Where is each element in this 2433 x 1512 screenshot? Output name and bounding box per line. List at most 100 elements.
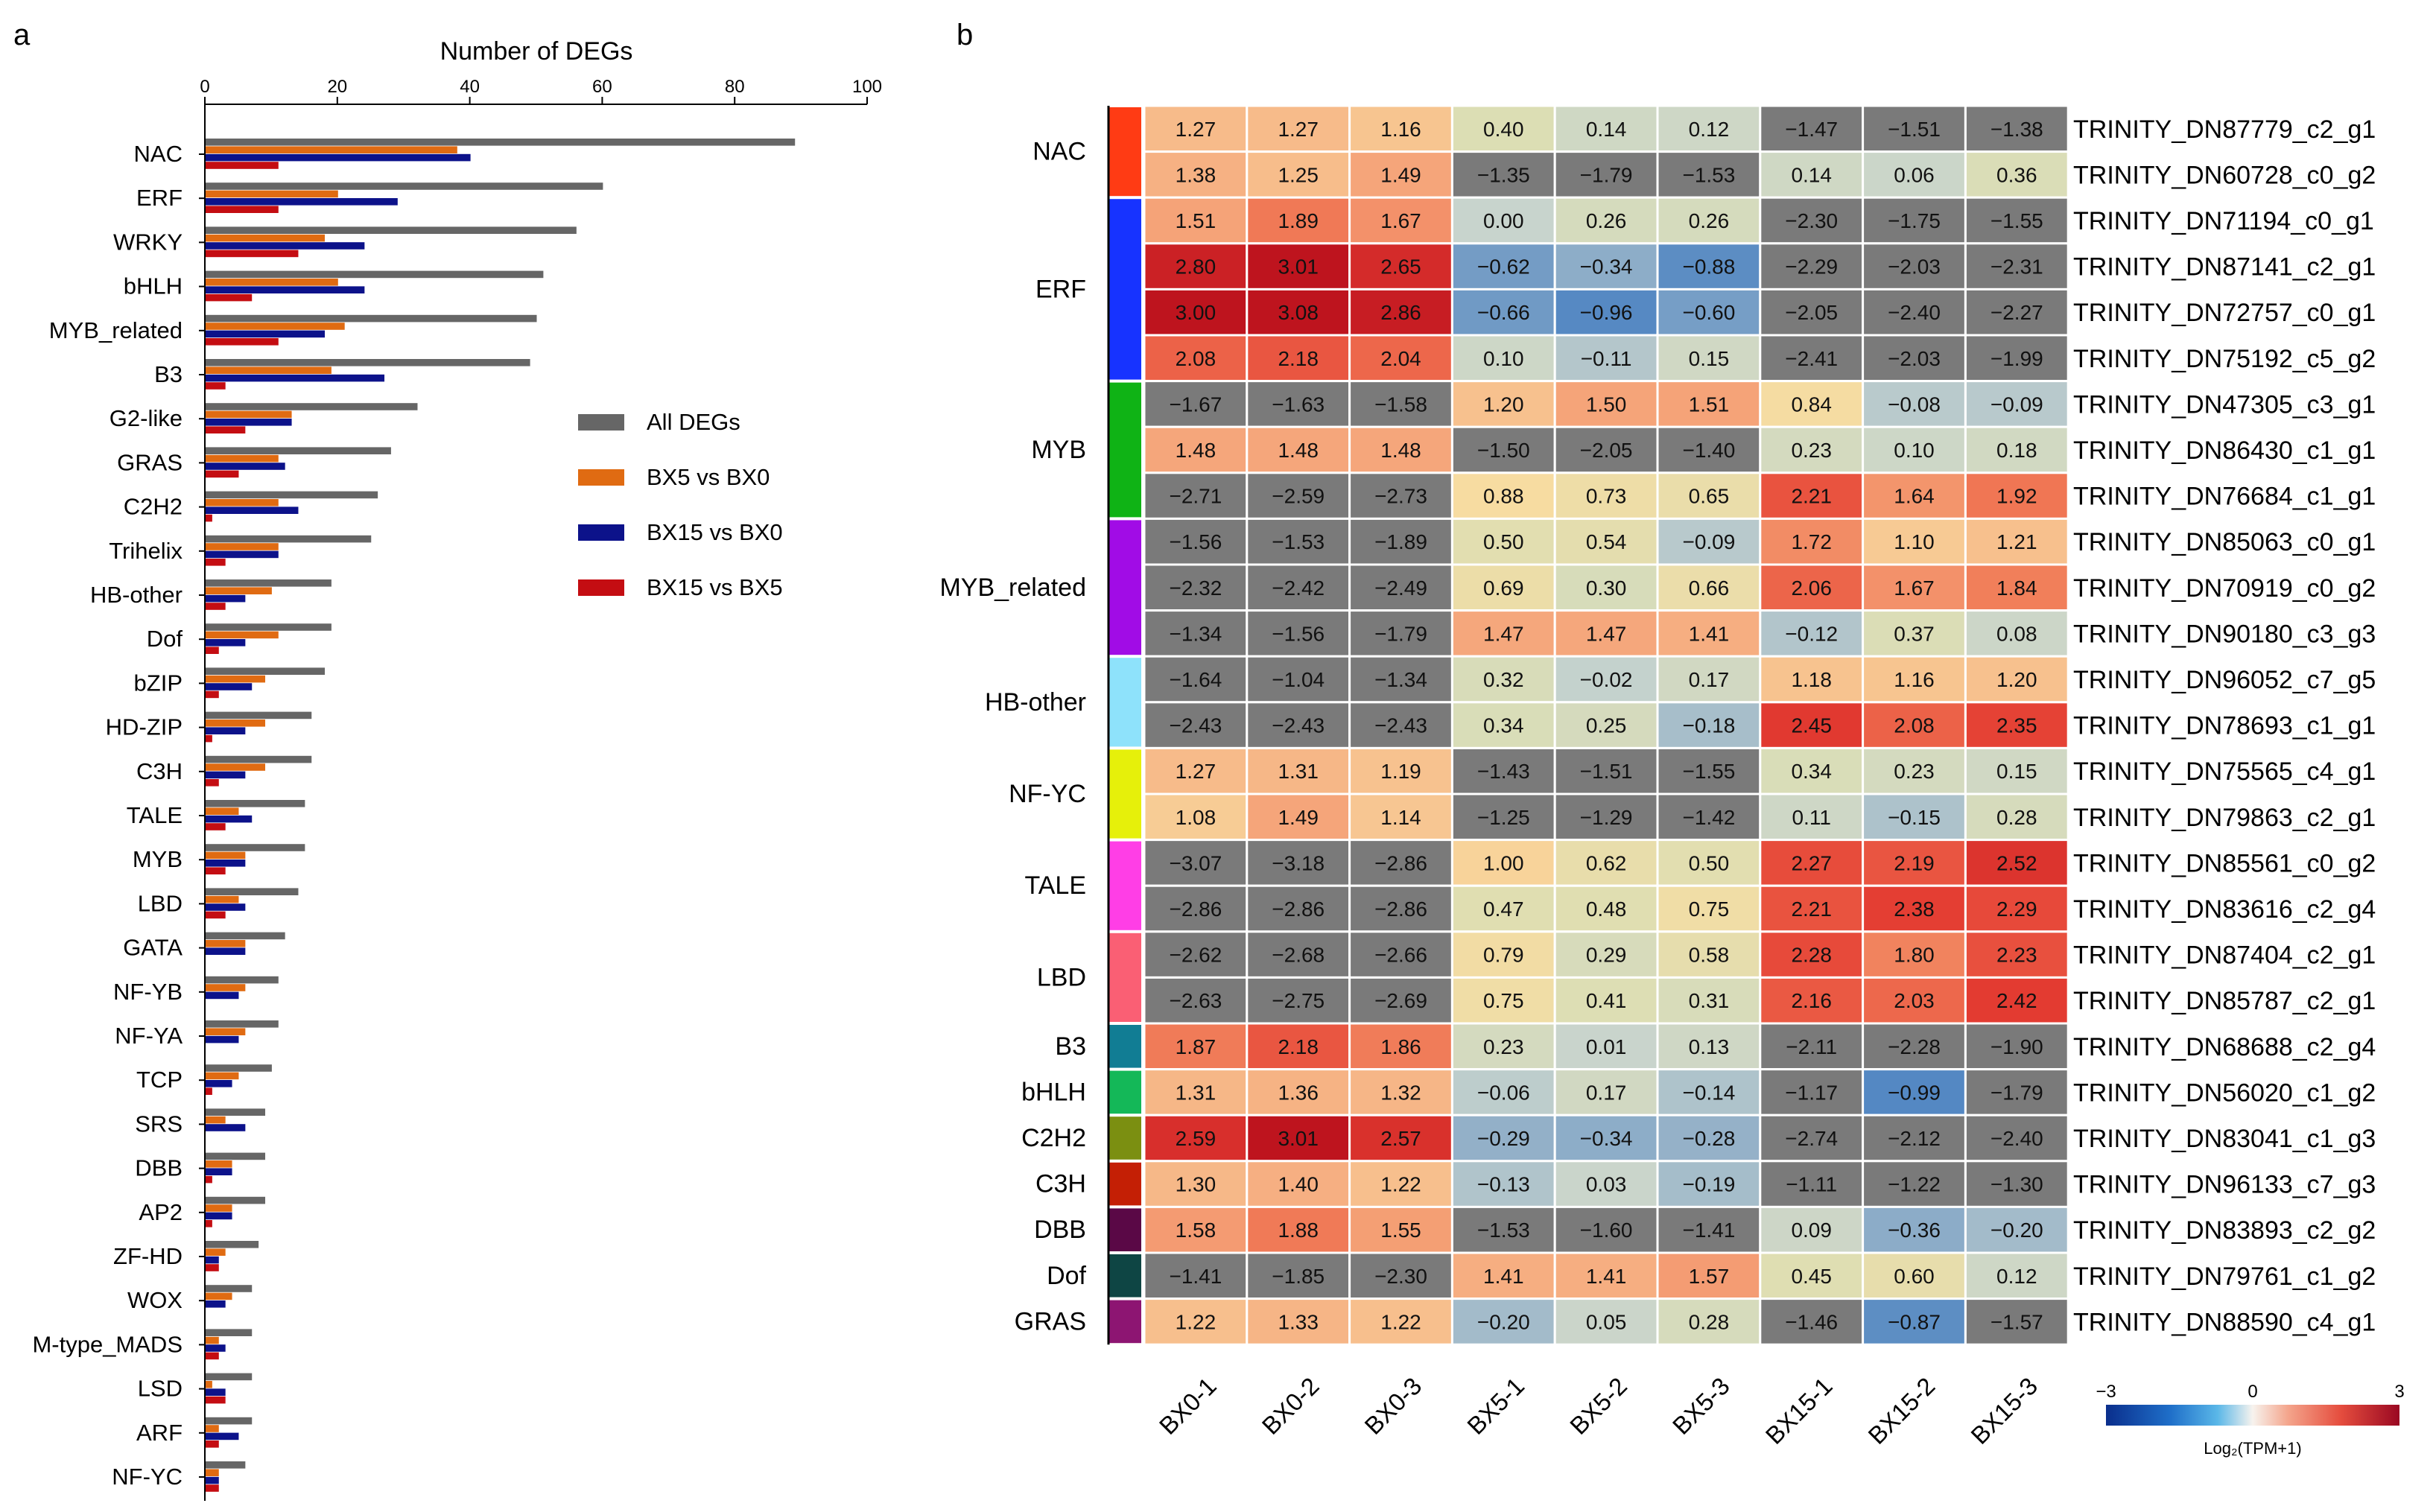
bar-bx15-vs-bx5 [206, 1220, 212, 1227]
heatmap-cell-value: 1.89 [1278, 209, 1319, 232]
heatmap-cell-value: 1.38 [1176, 163, 1216, 186]
bar-bx15-vs-bx5 [206, 338, 279, 346]
heatmap-cell [1964, 701, 2069, 749]
bar-bx15-vs-bx5 [206, 867, 226, 874]
heatmap-cell-value: 0.40 [1483, 118, 1524, 141]
heatmap-cell-value: −1.30 [1991, 1173, 2043, 1196]
bar-category-label: LBD [138, 890, 183, 916]
bar-all-degs [206, 182, 603, 190]
heatmap-cells: 1.27 1.27 1.16 0.40 0.14 0.12 −1.47 −1.51 −1.38 1… [1143, 104, 2069, 1346]
group-label: C3H [1035, 1170, 1086, 1198]
heatmap-cell [1656, 1251, 1762, 1300]
heatmap-cell-value: 0.36 [1996, 163, 2037, 186]
heatmap-cell-value: 1.36 [1278, 1081, 1319, 1104]
heatmap-cell [1450, 609, 1556, 658]
heatmap-cell-value: 1.32 [1380, 1081, 1421, 1104]
heatmap-cell-value: −1.04 [1272, 668, 1325, 691]
heatmap-cell-value: 1.27 [1176, 118, 1216, 141]
group-color-bar [1109, 520, 1141, 655]
heatmap-cell-value: −0.20 [1477, 1310, 1530, 1333]
heatmap-cell [1348, 1022, 1453, 1071]
bar-all-degs [206, 1373, 253, 1381]
legend-swatch [578, 524, 624, 541]
heatmap-cell-value: −1.79 [1991, 1081, 2043, 1104]
heatmap-cell-value: 0.12 [1996, 1265, 2037, 1288]
heatmap-cell [1246, 1114, 1351, 1163]
bar-bx5-vs-bx0 [206, 410, 292, 419]
heatmap-cell-value: 0.30 [1586, 576, 1627, 600]
heatmap-cell-value: 0.34 [1791, 760, 1832, 783]
heatmap-cell-value: 0.00 [1483, 209, 1524, 232]
colorbar-label: Log₂(TPM+1) [2204, 1439, 2301, 1458]
bar-bx15-vs-bx0 [206, 947, 246, 955]
bar-all-degs [206, 403, 418, 410]
bar-bx15-vs-bx5 [206, 559, 226, 566]
heatmap-cell [1862, 425, 1967, 474]
group-label: DBB [1034, 1216, 1086, 1244]
heatmap-cell [1964, 1297, 2069, 1346]
heatmap-cell-value: 1.48 [1176, 439, 1216, 462]
gene-label: TRINITY_DN72757_c0_g1 [2073, 299, 2376, 327]
bar-bx15-vs-bx5 [206, 1440, 219, 1448]
gene-label: TRINITY_DN85063_c0_g1 [2073, 528, 2376, 556]
heatmap-cell-value: −0.87 [1888, 1310, 1941, 1333]
heatmap-cell [1759, 1297, 1865, 1346]
gene-label: TRINITY_DN75192_c5_g2 [2073, 345, 2376, 373]
heatmap-cell [1656, 380, 1762, 428]
colorbar-tick: 3 [2394, 1382, 2404, 1402]
heatmap-cell-value: 1.57 [1689, 1265, 1730, 1288]
bar-bx15-vs-bx0 [206, 771, 246, 779]
heatmap-cell-value: 1.27 [1176, 760, 1216, 783]
heatmap-cell [1656, 792, 1762, 842]
heatmap-cell-value: 0.79 [1483, 944, 1524, 967]
heatmap-column-labels: BX0-1 BX0-2 BX0-3 BX5-1 BX5-2 BX5-3 BX15-1 BX15… [1154, 1372, 2043, 1449]
heatmap-cell [1246, 1297, 1351, 1346]
heatmap-cell [1656, 1205, 1762, 1254]
bar-bx15-vs-bx5 [206, 1352, 219, 1360]
heatmap-cell-value: 0.15 [1996, 760, 2037, 783]
bar-category-label: HD-ZIP [106, 714, 183, 740]
heatmap-cell-value: 2.28 [1791, 944, 1832, 967]
gene-label: TRINITY_DN86430_c1_g1 [2073, 436, 2376, 465]
heatmap-cell-value: 1.14 [1380, 806, 1421, 829]
colorbar-tick: 0 [2248, 1382, 2257, 1402]
heatmap-cell-value: −2.69 [1374, 989, 1427, 1012]
bar-bx15-vs-bx0 [206, 1080, 232, 1087]
heatmap-cell-value: 2.65 [1380, 255, 1421, 279]
heatmap-cell [1759, 563, 1865, 612]
bar-bx5-vs-bx0 [206, 543, 279, 550]
heatmap-cell [1862, 609, 1967, 658]
heatmap-cell [1450, 1160, 1556, 1208]
heatmap-cell-value: −1.56 [1272, 622, 1325, 645]
heatmap-cell [1348, 746, 1453, 795]
heatmap-cell [1553, 1251, 1659, 1300]
heatmap-cell-value: 2.45 [1791, 714, 1832, 737]
gene-label: TRINITY_DN85787_c2_g1 [2073, 987, 2376, 1015]
bar-x-tick-label: 60 [592, 77, 612, 97]
heatmap-cell-value: 1.84 [1996, 576, 2037, 600]
heatmap-cell-value: 1.22 [1176, 1310, 1216, 1333]
heatmap-cell-value: 1.50 [1586, 393, 1627, 416]
column-label: BX5-2 [1564, 1372, 1632, 1440]
legend-swatch [578, 414, 624, 431]
heatmap-cell [1553, 196, 1659, 245]
heatmap-cell [1143, 792, 1249, 842]
heatmap-cell-value: 2.27 [1791, 851, 1832, 874]
heatmap-cell-value: −2.49 [1374, 576, 1427, 600]
group-label: MYB_related [939, 574, 1086, 602]
heatmap-cell [1143, 839, 1249, 887]
bar-all-degs [206, 447, 391, 454]
heatmap-cell-value: −1.47 [1785, 118, 1838, 141]
heatmap-cell [1862, 471, 1967, 520]
heatmap-cell-value: 2.57 [1380, 1127, 1421, 1150]
legend-label: All DEGs [647, 409, 740, 435]
heatmap-cell-value: −2.30 [1374, 1265, 1427, 1288]
heatmap-cell-value: −0.14 [1682, 1081, 1735, 1104]
bar-bx15-vs-bx0 [206, 242, 365, 250]
heatmap-cell [1964, 425, 2069, 474]
bar-all-degs [206, 667, 326, 675]
heatmap-cell [1964, 517, 2069, 566]
heatmap-cell [1862, 1205, 1967, 1254]
bar-category-label: NF-YA [115, 1023, 183, 1049]
heatmap-cell-value: 0.17 [1689, 668, 1730, 691]
